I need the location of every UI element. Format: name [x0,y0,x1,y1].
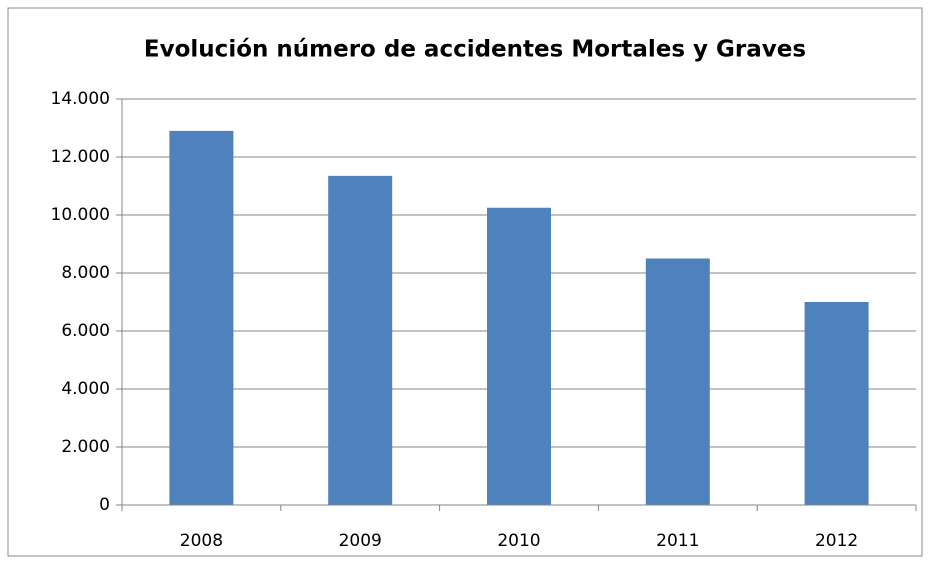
bar [804,302,869,505]
x-tick-label: 2012 [815,531,858,551]
y-tick-label: 14.000 [51,89,110,109]
x-tick-label: 2010 [497,531,540,551]
y-tick-label: 8.000 [61,263,110,283]
bar [328,175,393,505]
chart-frame [7,7,923,557]
y-tick-label: 6.000 [61,321,110,341]
x-tick-label: 2009 [339,531,382,551]
y-tick-label: 0 [99,495,110,515]
y-tick-label: 10.000 [51,205,110,225]
y-tick-label: 12.000 [51,147,110,167]
bar [169,130,234,505]
chart-title: Evolución número de accidentes Mortales … [144,37,806,63]
bar [487,207,551,505]
x-tick-label: 2008 [180,531,223,551]
x-tick-label: 2011 [656,531,699,551]
bar [645,258,710,505]
y-tick-label: 4.000 [61,379,110,399]
y-tick-label: 2.000 [61,437,110,457]
